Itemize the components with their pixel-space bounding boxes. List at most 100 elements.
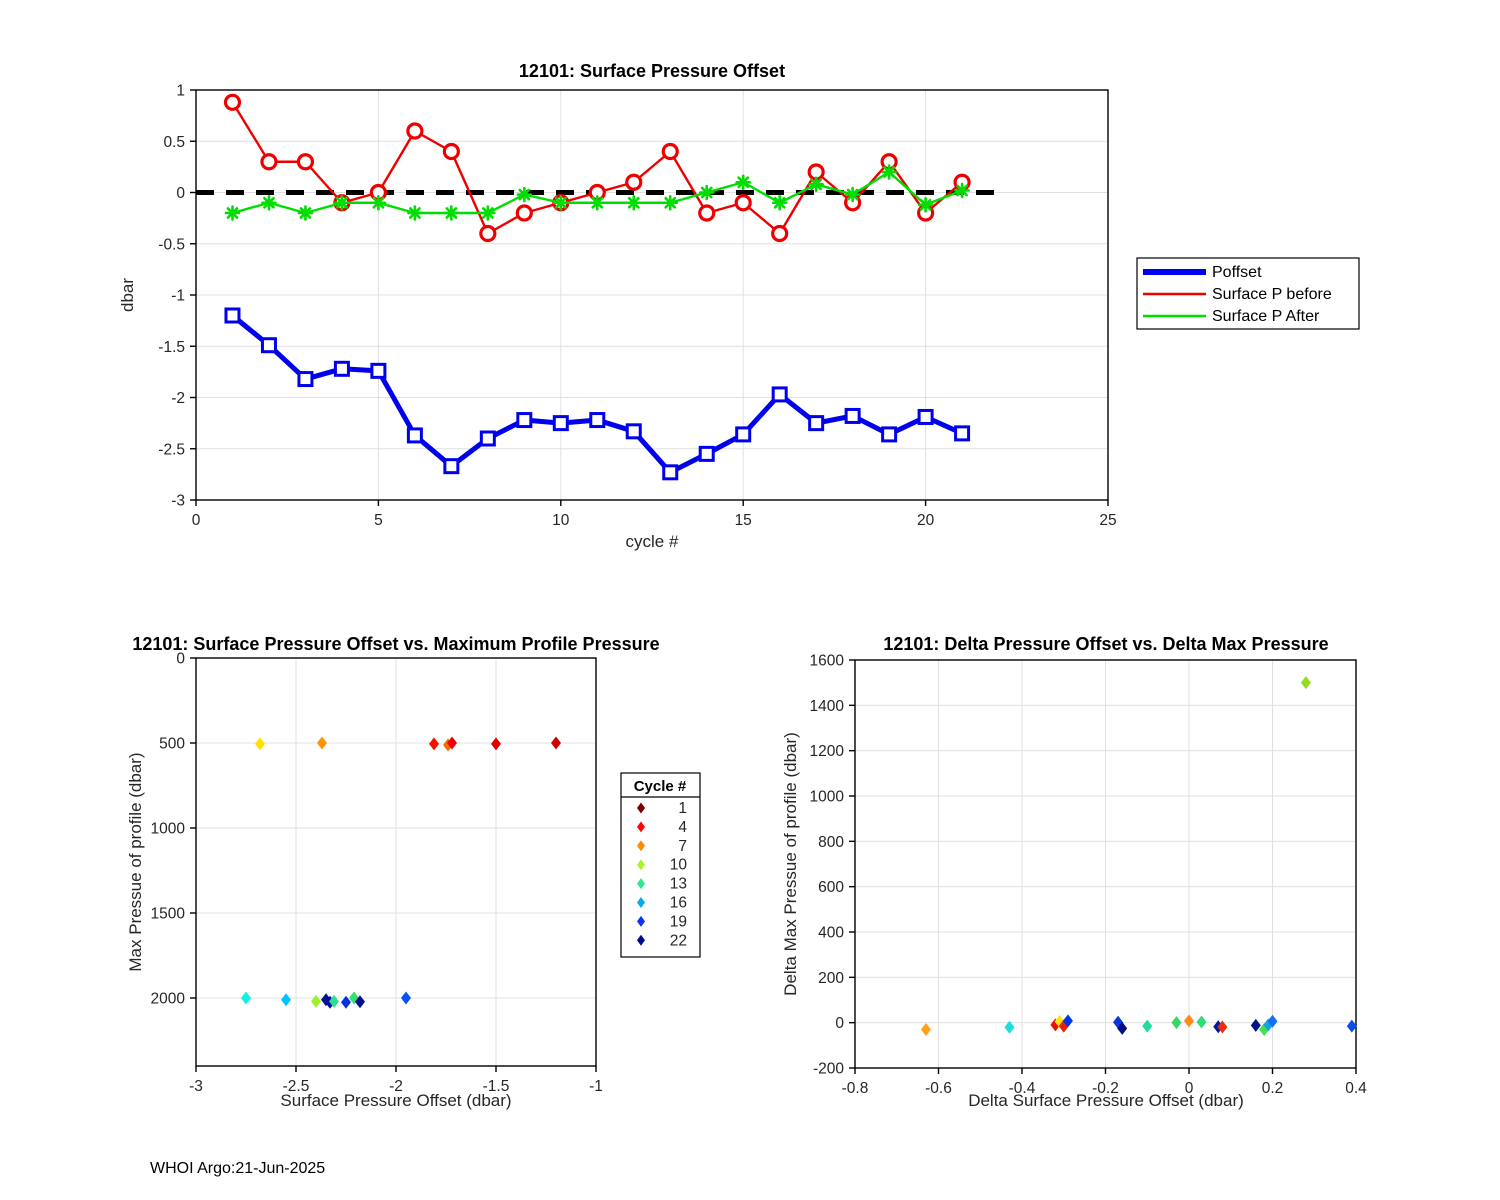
tick-label-y: 1500 [151,906,186,923]
tick-label-x: -2.5 [283,1078,310,1095]
scatter-point [1217,1020,1228,1034]
scatter-point [1196,1015,1207,1029]
cycle-legend-label: 7 [678,838,687,855]
marker-square [881,426,898,443]
tick-label-y: -3 [171,493,185,510]
footer-text: WHOI Argo:21-Jun-2025 [150,1160,325,1177]
scatter-point [1267,1014,1278,1028]
scatter-point [1184,1014,1194,1028]
cycle-legend-label: 13 [670,876,687,893]
tick-label-x: -2 [389,1078,403,1095]
marker-circle [406,122,424,140]
scatter-point [1142,1019,1153,1033]
marker-asterisk [261,194,277,211]
marker-circle [698,204,716,222]
tick-label-x: 0 [1185,1080,1194,1097]
marker-asterisk [297,205,314,221]
tick-label-y: 1200 [810,743,845,760]
top-chart-ylabel: dbar [118,278,137,312]
tick-label-y: -0.5 [158,236,185,253]
marker-square [662,464,679,481]
marker-square [552,415,569,432]
tick-label-y: -2.5 [158,441,185,458]
tick-label-y: 1 [176,83,185,100]
bottom-left-plot-area: -3 -2.5 -2 -1.5 -1 0 500 1000 1500 2000 [151,651,603,1096]
plot-border [195,657,597,1067]
scatter-point [281,993,291,1007]
tick-label-x: 20 [917,512,935,529]
tick-label-x: 0.2 [1262,1080,1284,1097]
marker-square [297,371,314,388]
marker-square [370,362,387,379]
cycle-legend-marker [637,821,645,833]
marker-square [735,426,752,443]
marker-asterisk [516,186,533,203]
marker-circle [479,224,497,243]
tick-label-x: 0.4 [1345,1080,1367,1097]
chart-surface-pressure-offset: 0 5 10 15 20 25 1 0.5 0 -0.5 -1 -1.5 -2 -2.5 -3 12101:… [118,61,1360,551]
tick-label-x: -3 [189,1078,203,1095]
bottom-left-title: 12101: Surface Pressure Offset vs. Maxim… [132,634,659,654]
tick-label-x: -0.4 [1009,1080,1036,1097]
marker-asterisk [407,205,423,221]
bottom-left-ylabel: Max Pressue of profile (dbar) [126,752,145,971]
tick-label-y: 2000 [151,991,186,1008]
tick-label-x: 15 [735,512,752,529]
marker-asterisk [881,164,897,180]
marker-circle [771,224,789,243]
marker-asterisk [552,194,569,211]
marker-circle [296,153,315,171]
marker-asterisk [224,205,241,221]
marker-circle [515,204,533,222]
tick-label-x: 5 [374,512,383,529]
bottom-right-plot-area: -0.8 -0.6 -0.4 -0.2 0 0.2 0.4 -200 0 200 400 600 800… [810,653,1368,1098]
marker-asterisk [808,176,824,193]
marker-square [224,307,241,324]
marker-square [808,415,825,432]
cycle-legend-label: 4 [678,819,687,836]
marker-asterisk [443,205,460,221]
marker-asterisk [844,186,861,203]
marker-square [771,386,788,403]
bottom-right-xlabel: Delta Surface Pressure Offset (dbar) [968,1091,1244,1110]
bottom-left-xlabel: Surface Pressure Offset (dbar) [280,1091,511,1110]
tick-label-y: 0 [835,1015,844,1032]
scatter-point [491,737,501,751]
marker-circle [661,142,679,161]
marker-asterisk [480,205,496,221]
tick-label-y: 0 [176,651,185,668]
cycle-legend-label: 1 [678,800,687,817]
marker-asterisk [662,194,679,211]
cycle-legend-marker [637,915,645,927]
marker-asterisk [954,182,970,199]
scatter-point [920,1022,931,1036]
bottom-right-ylabel: Delta Max Pressue of profile (dbar) [781,732,800,996]
marker-square [333,360,350,377]
cycle-legend-marker [637,840,645,852]
marker-square [954,425,971,442]
marker-square [698,445,715,462]
marker-asterisk [698,184,715,201]
cycle-legend-marker [637,878,645,890]
tick-label-y: 0 [176,185,185,202]
tick-label-y: 600 [818,879,844,896]
marker-asterisk [625,194,642,211]
marker-square [479,430,496,447]
tick-label-y: -1 [171,288,185,305]
scatter-point [241,991,251,1005]
tick-label-x: 10 [552,512,570,529]
marker-asterisk [771,194,788,211]
marker-square [844,407,861,424]
tick-label-y: -2 [171,390,185,407]
tick-label-y: 1000 [810,789,845,806]
top-chart-title: 12101: Surface Pressure Offset [519,61,785,81]
legend-label-surface-p-before: Surface P before [1212,286,1332,303]
scatter-point [1113,1015,1124,1029]
cycle-legend-marker [637,897,645,908]
scatter-point [551,736,561,750]
top-chart-xlabel: cycle # [626,532,679,551]
cycle-legend-frame [620,772,701,958]
